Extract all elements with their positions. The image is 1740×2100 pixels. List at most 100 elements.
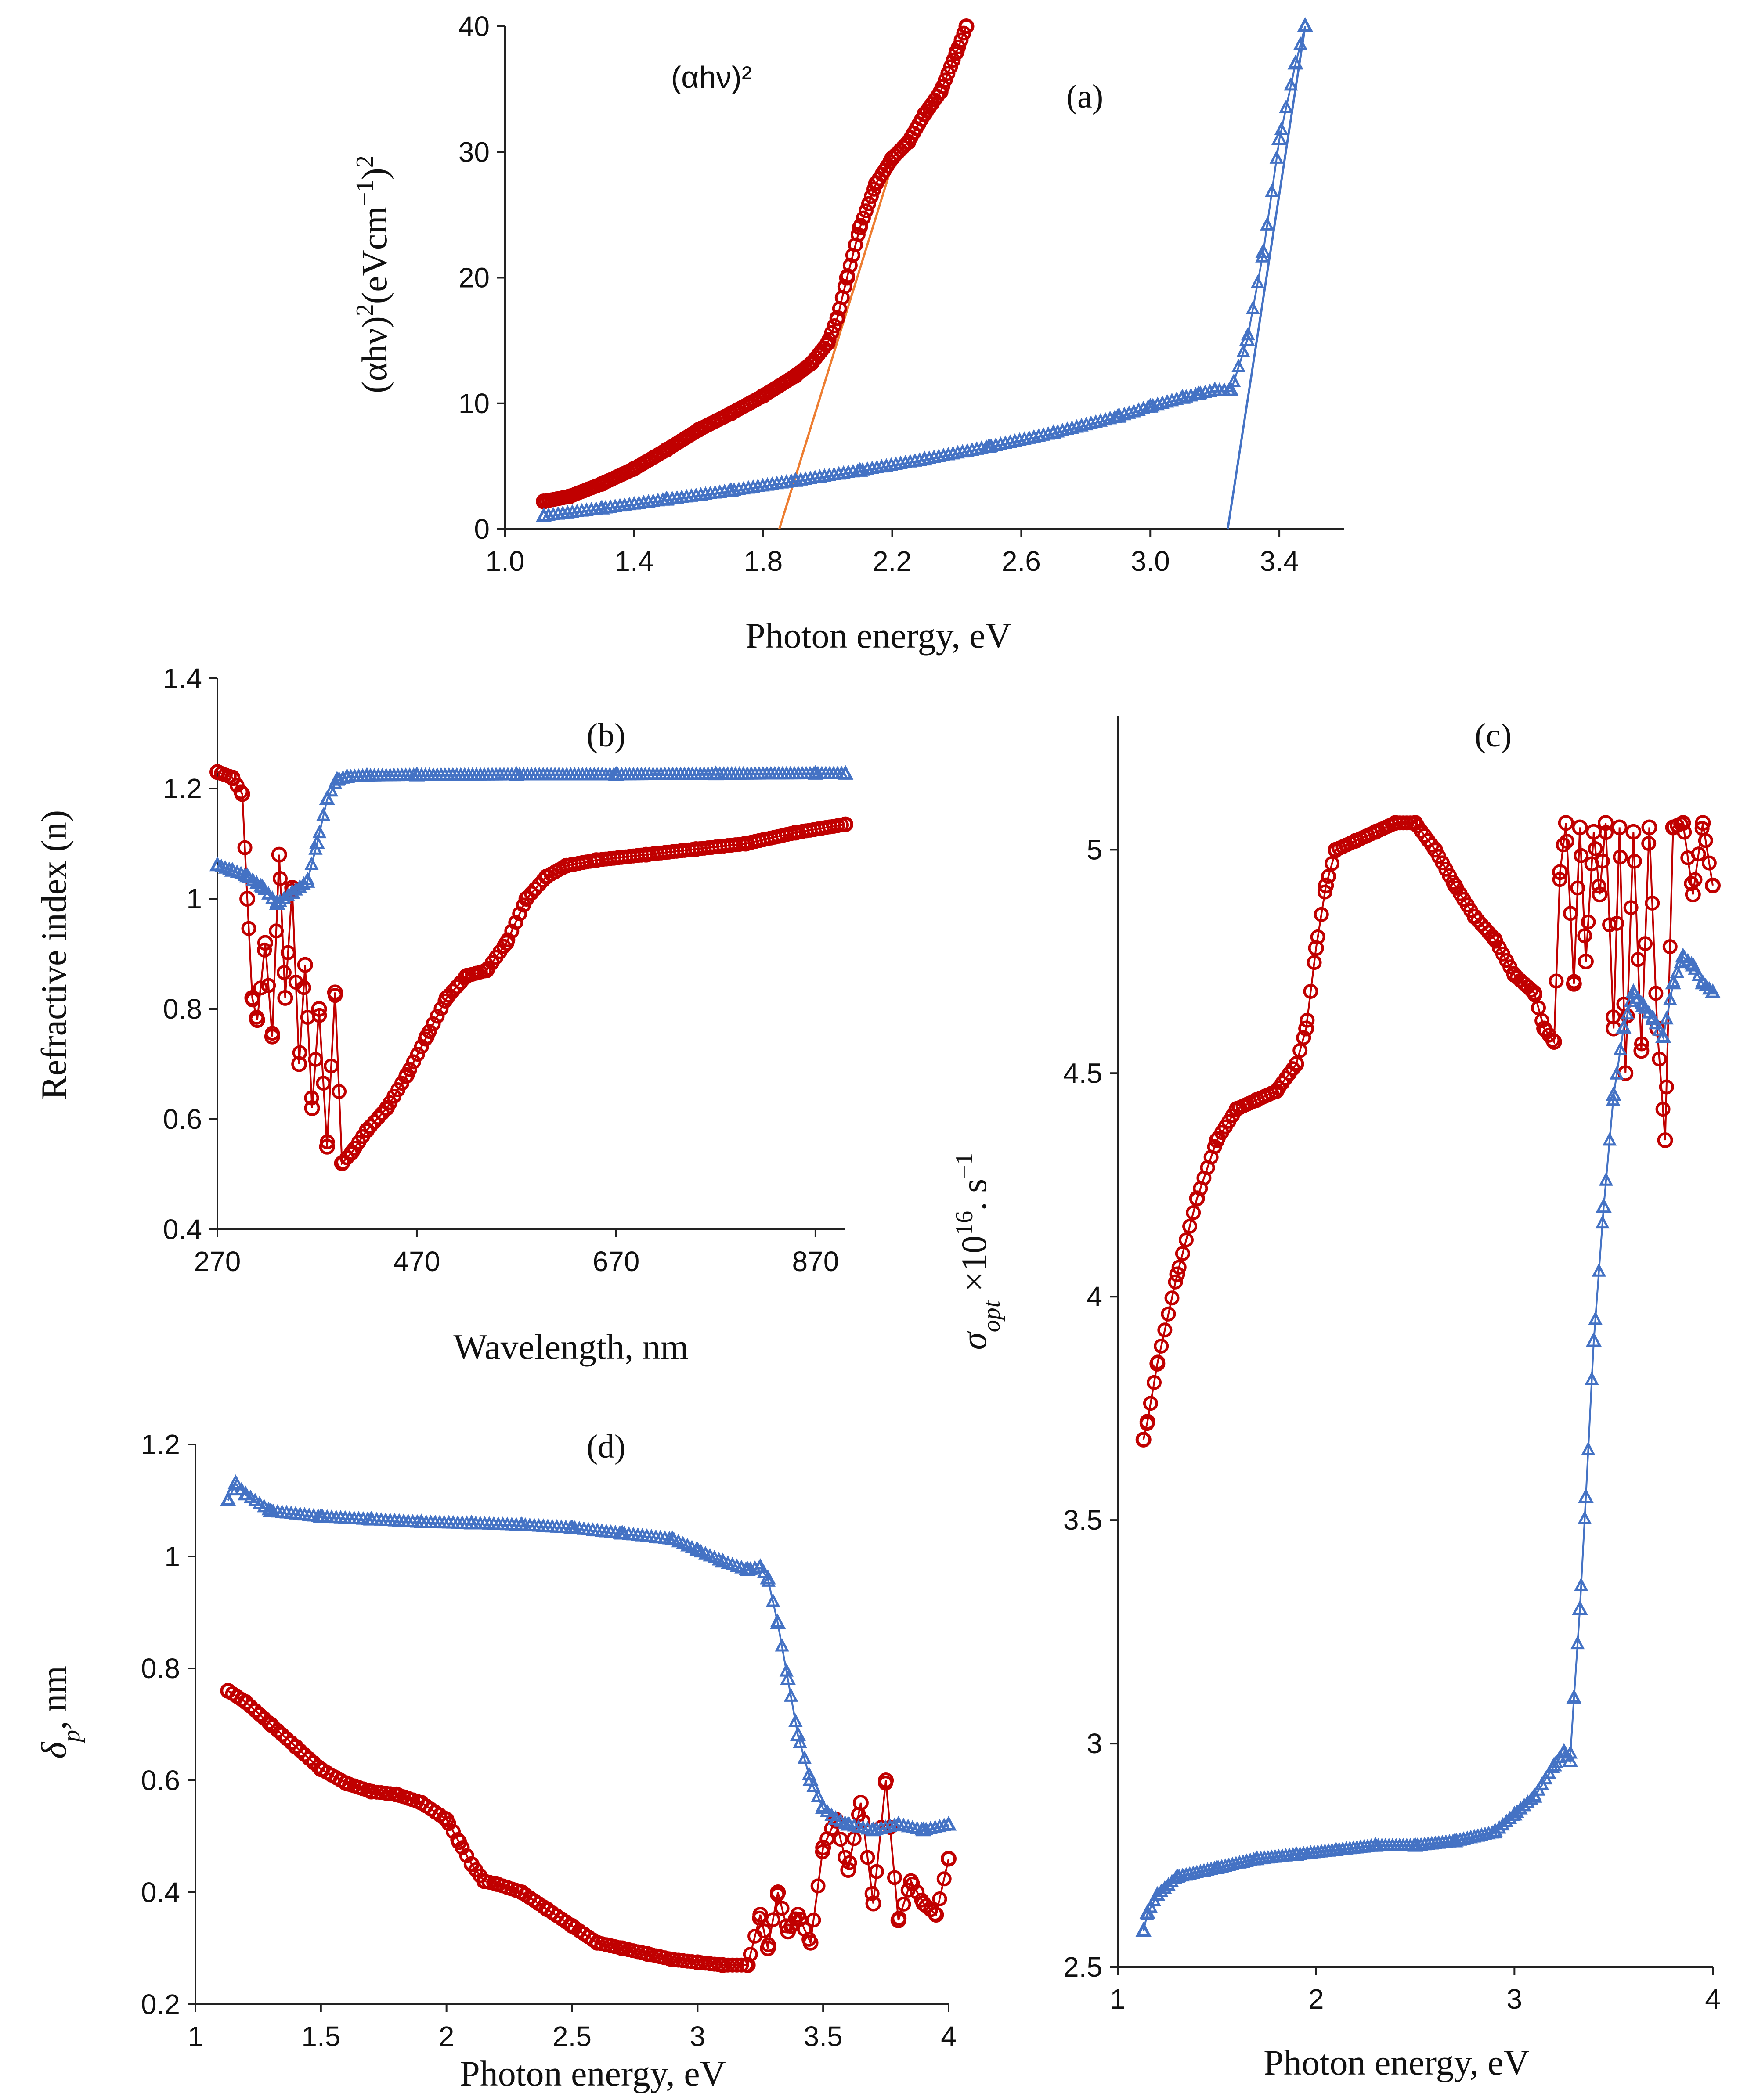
interp-marker — [1567, 974, 1582, 989]
interp-marker — [1673, 816, 1689, 832]
interp-marker — [320, 790, 335, 804]
interp-marker — [761, 1573, 776, 1587]
interp-marker — [221, 1492, 235, 1506]
interp-marker — [1688, 961, 1702, 975]
interp-marker — [1602, 917, 1617, 933]
interp-marker — [1321, 869, 1336, 884]
interp-marker — [406, 1054, 421, 1070]
data-point — [1558, 815, 1574, 831]
interp-marker — [422, 1024, 437, 1039]
interp-marker — [1563, 906, 1578, 921]
data-point — [1695, 815, 1711, 831]
data-point — [1598, 815, 1614, 831]
interp-marker — [1598, 825, 1614, 840]
interp-marker — [1296, 1030, 1311, 1045]
interp-marker — [1517, 1797, 1531, 1812]
interp-marker — [864, 1886, 880, 1901]
interp-marker — [757, 1564, 771, 1578]
interp-marker — [1139, 1416, 1155, 1431]
interp-marker — [774, 1901, 790, 1916]
data-point — [297, 957, 313, 973]
interp-marker — [860, 1850, 875, 1865]
x-tick-label: 3.4 — [1260, 545, 1299, 577]
interp-marker — [1513, 1801, 1528, 1815]
interp-marker — [824, 325, 839, 340]
interp-marker — [801, 1932, 817, 1947]
interp-marker — [1325, 856, 1340, 871]
data-point — [1685, 886, 1701, 903]
x-tick-label: 670 — [593, 1246, 640, 1277]
interp-marker — [806, 1913, 821, 1928]
interp-marker — [300, 872, 315, 885]
interp-marker — [1143, 1396, 1158, 1411]
interp-marker — [273, 871, 288, 886]
data-point — [1271, 130, 1288, 145]
interp-marker — [1691, 846, 1706, 862]
interp-marker — [928, 1906, 943, 1922]
series-markers-blue — [1135, 947, 1721, 1937]
interp-marker — [280, 945, 296, 960]
interp-marker — [1136, 400, 1151, 414]
interp-marker — [1652, 1022, 1667, 1036]
series-line-red — [543, 26, 967, 502]
x-tick-label: 3 — [690, 2021, 706, 2052]
interp-marker — [500, 932, 516, 947]
interp-marker — [1303, 983, 1318, 999]
interp-marker — [1662, 939, 1678, 955]
y-tick-label: 3 — [1087, 1728, 1102, 1759]
interp-marker — [230, 1477, 244, 1491]
interp-marker — [1245, 301, 1260, 314]
interp-marker — [1506, 1807, 1521, 1821]
interp-marker — [1161, 1877, 1176, 1891]
interp-marker — [1531, 1000, 1546, 1016]
data-point — [1592, 886, 1608, 903]
interp-marker — [1581, 914, 1596, 929]
x-tick-label: 2.2 — [873, 545, 912, 577]
interp-marker — [1552, 872, 1567, 887]
interp-marker — [1585, 1371, 1599, 1385]
interp-marker — [1122, 405, 1137, 419]
x-axis-label: Photon energy, eV — [745, 616, 1011, 656]
interp-marker — [878, 1776, 893, 1791]
interp-marker — [941, 1816, 956, 1830]
interp-marker — [797, 1750, 812, 1764]
interp-marker — [1705, 984, 1720, 998]
interp-marker — [1117, 407, 1132, 421]
interp-marker — [1560, 1748, 1574, 1762]
interp-marker — [1488, 1823, 1503, 1837]
data-point — [1169, 1266, 1185, 1282]
y-tick-label: 0.4 — [163, 1214, 202, 1245]
interp-marker — [863, 189, 879, 204]
interp-marker — [269, 923, 284, 939]
interp-marker — [811, 1788, 825, 1802]
interp-marker — [1574, 848, 1589, 863]
interp-marker — [783, 1919, 799, 1934]
interp-marker — [320, 1134, 335, 1149]
interp-marker — [1147, 1375, 1162, 1390]
data-point — [1578, 1488, 1594, 1503]
interp-marker — [806, 1778, 821, 1792]
interp-marker — [821, 332, 837, 347]
y-tick-label: 5 — [1087, 834, 1102, 865]
x-axis-label: Wavelength, nm — [453, 1327, 688, 1367]
interp-marker — [1510, 1804, 1524, 1818]
interp-marker — [1630, 952, 1646, 967]
interp-marker — [1691, 967, 1706, 981]
interp-marker — [316, 1076, 331, 1091]
data-point — [1572, 819, 1588, 836]
interp-marker — [1549, 973, 1564, 989]
y-tick-label: 1.2 — [141, 1429, 180, 1460]
y-axis-label: (αhν)2(eVcm−1)2 — [351, 155, 394, 393]
interp-marker — [1499, 1813, 1514, 1827]
interp-marker — [743, 1947, 758, 1962]
data-point — [1298, 1020, 1314, 1037]
interp-marker — [241, 921, 256, 936]
interp-marker — [1255, 249, 1270, 263]
interp-marker — [233, 784, 249, 800]
interp-marker — [245, 992, 260, 1008]
panel-label: (d) — [587, 1428, 626, 1465]
interp-marker — [1645, 1009, 1660, 1023]
interp-marker — [1284, 77, 1298, 91]
interp-marker — [276, 965, 292, 980]
